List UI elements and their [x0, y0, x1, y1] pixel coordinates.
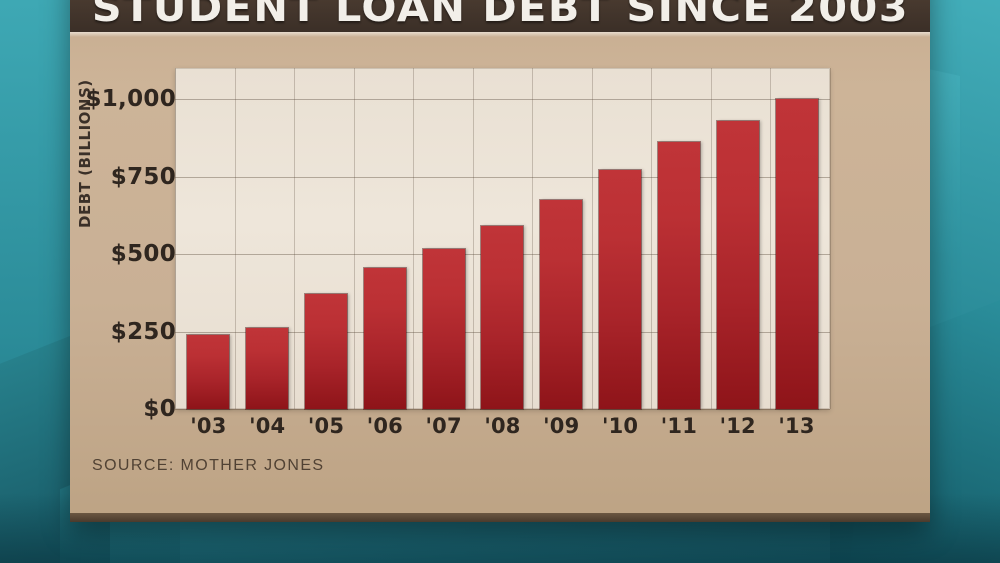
- bar-04: [246, 328, 289, 409]
- x-tick-label: '08: [484, 414, 521, 438]
- chart-area: DEBT (BILLIONS) $0 $250 $500 $750 $1,000 '03…: [70, 32, 930, 522]
- plot-area: [175, 68, 831, 410]
- gridline-1000: [175, 99, 830, 100]
- gridline-vertical: [473, 68, 474, 409]
- x-tick-label: '04: [249, 414, 286, 438]
- bar-07: [422, 249, 465, 409]
- x-tick-label: '13: [778, 414, 815, 438]
- y-tick-label: $500: [110, 241, 176, 267]
- bar-12: [716, 120, 759, 409]
- x-tick-label: '06: [366, 414, 403, 438]
- bar-column: [422, 68, 466, 409]
- bar-column: [186, 68, 230, 409]
- bar-08: [481, 226, 524, 409]
- bar-column: [598, 68, 642, 409]
- x-tick-label: '11: [660, 414, 698, 438]
- x-tick-label: '03: [190, 414, 227, 438]
- gridline-0: [175, 409, 830, 410]
- y-tick-label: $250: [110, 318, 176, 345]
- bar-series: [175, 68, 830, 409]
- y-tick-label: $750: [110, 163, 176, 190]
- gridline-vertical: [413, 68, 414, 409]
- bar-column: [304, 68, 348, 409]
- bar-10: [599, 170, 642, 409]
- gridline-vertical: [651, 68, 652, 409]
- x-tick-label: '07: [425, 414, 462, 438]
- y-tick-label: $0: [143, 396, 176, 422]
- title-bar-highlight: [70, 32, 930, 37]
- x-axis-tick-labels: '03 '04 '05 '06 '07 '08 '09 '10 '11 '12 '13: [175, 414, 830, 446]
- gridline-vertical: [175, 68, 176, 409]
- bar-column: [363, 68, 407, 409]
- bar-06: [363, 267, 406, 409]
- y-axis-tick-labels: $0 $250 $500 $750 $1,000: [85, 62, 176, 422]
- gridline-vertical: [235, 68, 236, 409]
- bar-column: [716, 68, 760, 409]
- bar-column: [539, 68, 583, 409]
- card-footer-bar: [70, 513, 930, 522]
- bar-column: [775, 68, 819, 409]
- gridline-vertical: [770, 68, 771, 409]
- page-title: STUDENT LOAN DEBT SINCE 2003: [91, 0, 909, 31]
- bar-13: [775, 99, 818, 409]
- bar-11: [657, 142, 700, 409]
- bar-column: [480, 68, 524, 409]
- gridline-vertical: [711, 68, 712, 409]
- source-credit: SOURCE: MOTHER JONES: [92, 457, 325, 474]
- bar-column: [245, 68, 289, 409]
- x-tick-label: '09: [543, 414, 580, 438]
- gridline-vertical: [592, 68, 593, 409]
- x-tick-label: '12: [719, 414, 756, 438]
- bar-03: [187, 334, 230, 409]
- bar-column: [657, 68, 701, 409]
- bar-09: [540, 199, 583, 409]
- bar-05: [305, 294, 348, 409]
- x-tick-label: '10: [601, 414, 639, 438]
- x-tick-label: '05: [307, 414, 345, 438]
- y-tick-label: $1,000: [85, 86, 176, 112]
- gridline-vertical: [830, 68, 831, 409]
- title-bar: STUDENT LOAN DEBT SINCE 2003: [70, 0, 930, 32]
- gridline-vertical: [294, 68, 295, 409]
- gridline-vertical: [532, 68, 533, 409]
- gridline-vertical: [354, 68, 355, 409]
- gridline-750: [175, 176, 830, 178]
- chart-card: STUDENT LOAN DEBT SINCE 2003 DEBT (BILLI…: [70, 0, 930, 522]
